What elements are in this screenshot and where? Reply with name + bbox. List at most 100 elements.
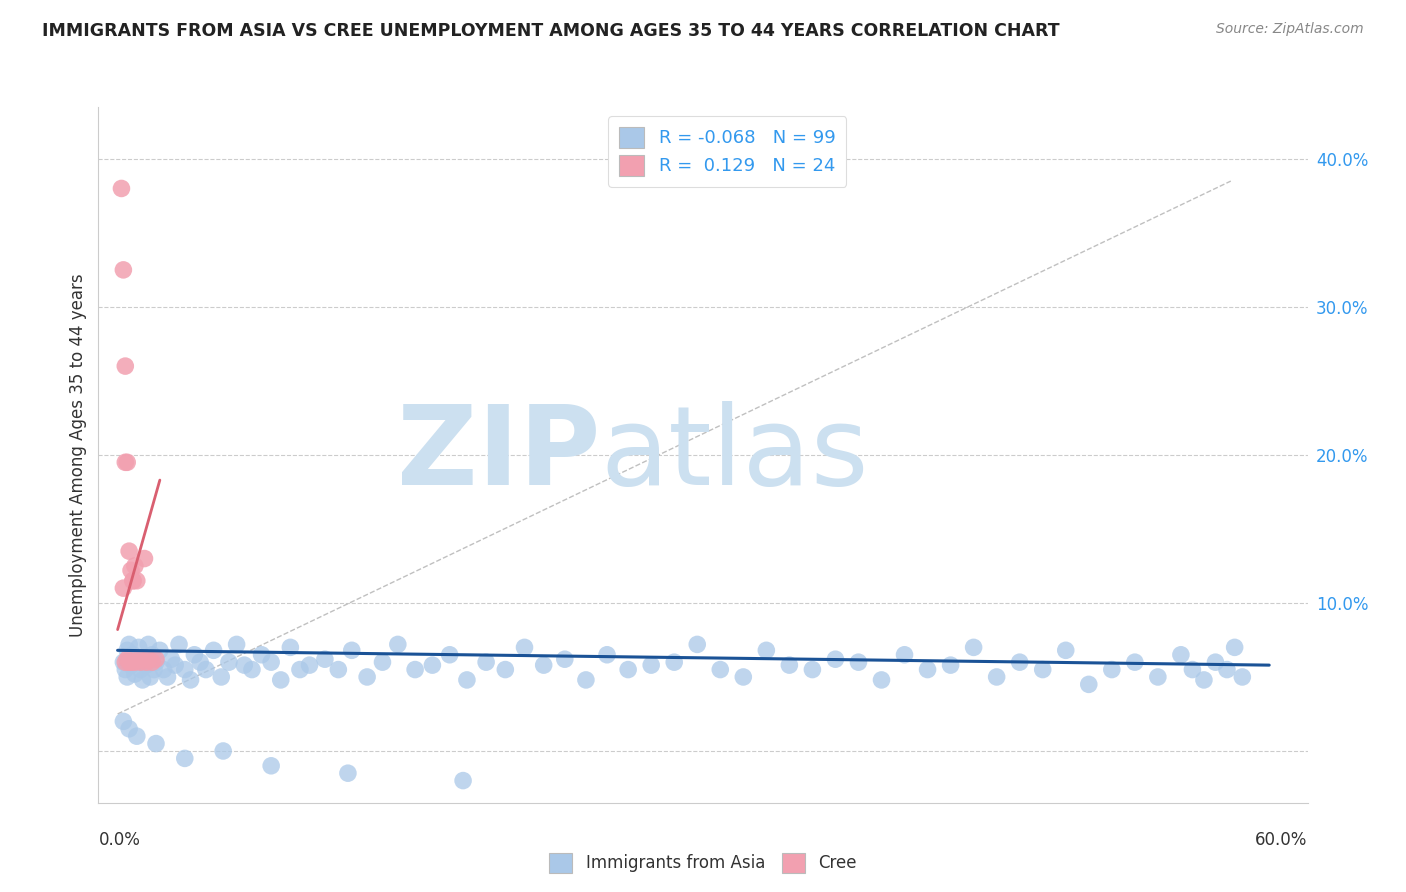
Point [134,650,156,665]
Point [124,655,146,669]
Point [1181,663,1204,677]
Point [143,663,166,677]
Point [596,648,619,662]
Text: Source: ZipAtlas.com: Source: ZipAtlas.com [1216,22,1364,37]
Point [114,455,136,469]
Point [288,663,311,677]
Point [118,544,141,558]
Point [218,655,240,669]
Point [554,652,576,666]
Point [145,655,167,669]
Point [336,766,359,780]
Point [1101,663,1123,677]
Point [617,663,640,677]
Point [124,558,146,573]
Point [824,652,846,666]
Point [340,643,363,657]
Point [115,652,138,666]
Point [125,655,148,669]
Point [152,663,174,677]
Point [136,637,159,651]
Point [1123,655,1146,669]
Point [118,722,141,736]
Point [173,751,195,765]
Point [1170,648,1192,662]
Text: atlas: atlas [600,401,869,508]
Point [112,714,135,729]
Point [801,663,824,677]
Point [870,673,893,687]
Point [115,643,138,657]
Point [404,663,426,677]
Point [114,663,136,677]
Point [371,655,394,669]
Point [1008,655,1031,669]
Point [112,655,135,669]
Point [112,263,135,277]
Point [298,658,321,673]
Point [575,673,598,687]
Point [260,655,283,669]
Point [225,637,247,651]
Point [233,658,256,673]
Point [165,658,187,673]
Point [475,655,498,669]
Point [135,658,157,673]
Point [1232,670,1254,684]
Point [270,673,292,687]
Point [129,663,152,677]
Point [115,670,138,684]
Point [120,563,142,577]
Point [114,655,136,669]
Point [260,759,283,773]
Text: ZIP: ZIP [396,401,600,508]
Text: 60.0%: 60.0% [1256,830,1308,848]
Text: 0.0%: 0.0% [98,830,141,848]
Point [1216,663,1239,677]
Point [314,652,336,666]
Point [917,663,939,677]
Point [139,670,162,684]
Point [118,637,141,651]
Point [1077,677,1099,691]
Point [451,773,474,788]
Point [141,648,163,662]
Point [167,637,190,651]
Point [124,667,146,681]
Y-axis label: Unemployment Among Ages 35 to 44 years: Unemployment Among Ages 35 to 44 years [69,273,87,637]
Point [131,673,153,687]
Point [125,729,148,743]
Point [212,744,235,758]
Point [356,670,378,684]
Point [122,648,145,662]
Point [664,655,686,669]
Text: IMMIGRANTS FROM ASIA VS CREE UNEMPLOYMENT AMONG AGES 35 TO 44 YEARS CORRELATION : IMMIGRANTS FROM ASIA VS CREE UNEMPLOYMEN… [42,22,1060,40]
Point [141,655,163,669]
Point [145,737,167,751]
Point [1223,640,1246,655]
Point [494,663,516,677]
Point [513,640,536,655]
Point [533,658,555,673]
Point [180,673,202,687]
Point [156,670,179,684]
Point [755,643,778,657]
Point [173,663,195,677]
Point [120,658,142,673]
Point [122,574,145,588]
Point [183,648,205,662]
Point [1204,655,1226,669]
Point [128,652,150,666]
Point [280,640,302,655]
Point [250,648,273,662]
Point [115,455,138,469]
Point [1054,643,1077,657]
Point [118,655,141,669]
Point [962,640,984,655]
Point [122,574,145,588]
Point [848,655,870,669]
Legend: R = -0.068   N = 99, R =  0.129   N = 24: R = -0.068 N = 99, R = 0.129 N = 24 [609,116,846,186]
Point [188,655,211,669]
Point [114,359,136,373]
Point [110,181,132,195]
